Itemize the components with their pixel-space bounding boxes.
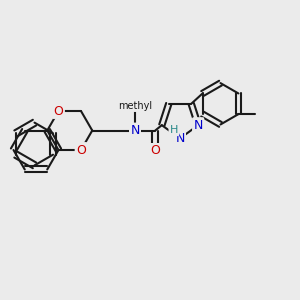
Text: N: N (175, 132, 185, 145)
Text: H: H (170, 125, 178, 135)
Text: O: O (150, 144, 160, 157)
Text: O: O (76, 143, 86, 157)
Text: H: H (170, 125, 178, 135)
Text: N: N (194, 119, 203, 132)
Text: O: O (76, 143, 86, 157)
Text: N: N (130, 124, 140, 137)
Text: O: O (54, 104, 63, 118)
Text: O: O (54, 104, 63, 118)
Text: N: N (175, 132, 185, 145)
Text: N: N (194, 119, 203, 132)
Text: methyl: methyl (118, 101, 152, 111)
Text: N: N (130, 124, 140, 137)
Text: O: O (150, 144, 160, 157)
